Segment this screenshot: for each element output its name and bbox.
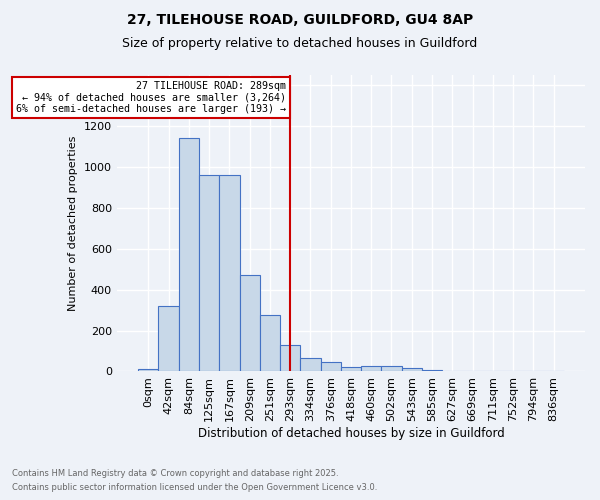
X-axis label: Distribution of detached houses by size in Guildford: Distribution of detached houses by size … (197, 427, 505, 440)
Bar (239, 276, 260, 372)
Bar (320, 362, 341, 372)
Bar (361, 366, 382, 372)
Y-axis label: Number of detached properties: Number of detached properties (68, 136, 79, 311)
Text: 27, TILEHOUSE ROAD, GUILDFORD, GU4 8AP: 27, TILEHOUSE ROAD, GUILDFORD, GU4 8AP (127, 12, 473, 26)
Bar (158, 306, 179, 372)
Bar (341, 368, 361, 372)
Bar (300, 358, 320, 372)
Bar (422, 370, 442, 372)
Bar (401, 368, 422, 372)
Bar (199, 175, 219, 372)
Bar (179, 138, 199, 372)
Bar (260, 315, 280, 372)
Bar (219, 175, 239, 372)
Bar (280, 345, 300, 372)
Text: Contains HM Land Registry data © Crown copyright and database right 2025.: Contains HM Land Registry data © Crown c… (12, 468, 338, 477)
Bar (138, 370, 158, 372)
Text: Size of property relative to detached houses in Guildford: Size of property relative to detached ho… (122, 38, 478, 51)
Text: Contains public sector information licensed under the Open Government Licence v3: Contains public sector information licen… (12, 484, 377, 492)
Bar (382, 366, 401, 372)
Text: 27 TILEHOUSE ROAD: 289sqm
← 94% of detached houses are smaller (3,264)
6% of sem: 27 TILEHOUSE ROAD: 289sqm ← 94% of detac… (16, 81, 286, 114)
